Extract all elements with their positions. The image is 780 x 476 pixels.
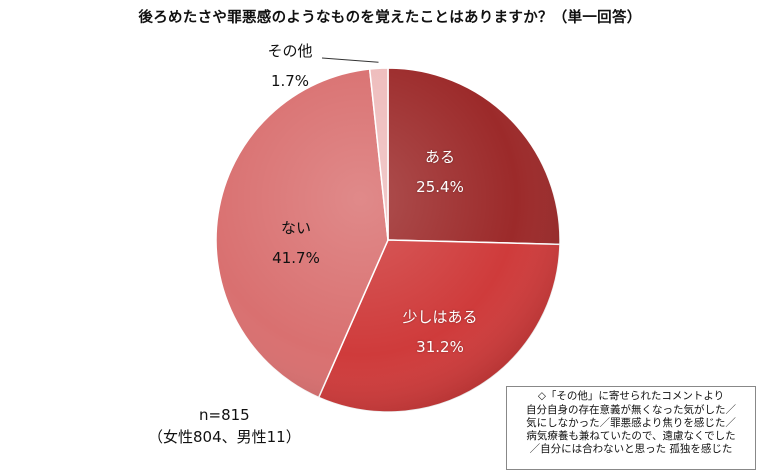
slice-name-aru: ある [424, 148, 455, 166]
slice-name-sukoshi: 少しはある [402, 308, 478, 326]
sample-n: n=815 [199, 406, 250, 424]
slice-name-nai: ない [280, 219, 311, 237]
slice-name-other: その他 [267, 42, 313, 60]
slice-label-other: その他 1.7% [252, 36, 328, 96]
comment-line: 病気療養も兼ねていたので、遠慮なくでした [526, 430, 736, 442]
slice-value-sukoshi: 31.2% [416, 338, 464, 356]
slice-label-sukoshi: 少しはある 31.2% [380, 302, 500, 362]
other-leader-line [321, 57, 379, 63]
slice-value-nai: 41.7% [272, 249, 320, 267]
comments-caption: ◇「その他」に寄せられたコメントより [537, 390, 725, 402]
slice-label-aru: ある 25.4% [400, 142, 480, 202]
other-comments-box: ◇「その他」に寄せられたコメントより 自分自身の存在意義が無くなった気がした／ … [506, 386, 756, 470]
slice-value-aru: 25.4% [416, 178, 464, 196]
chart-title: 後ろめたさや罪悪感のようなものを覚えたことはありますか？（単一回答） [138, 10, 642, 26]
comment-line: ／自分には合わないと思った 孤独を感じた [529, 443, 733, 455]
sample-breakdown: （女性804、男性11） [148, 428, 301, 446]
slice-label-nai: ない 41.7% [256, 213, 336, 273]
sample-size-note: n=815 （女性804、男性11） [148, 404, 301, 448]
comment-line: 自分自身の存在意義が無くなった気がした／ [526, 404, 736, 416]
comment-line: 気にしなかった／罪悪感より焦りを感じた／ [526, 417, 736, 429]
slice-value-other: 1.7% [270, 72, 310, 90]
